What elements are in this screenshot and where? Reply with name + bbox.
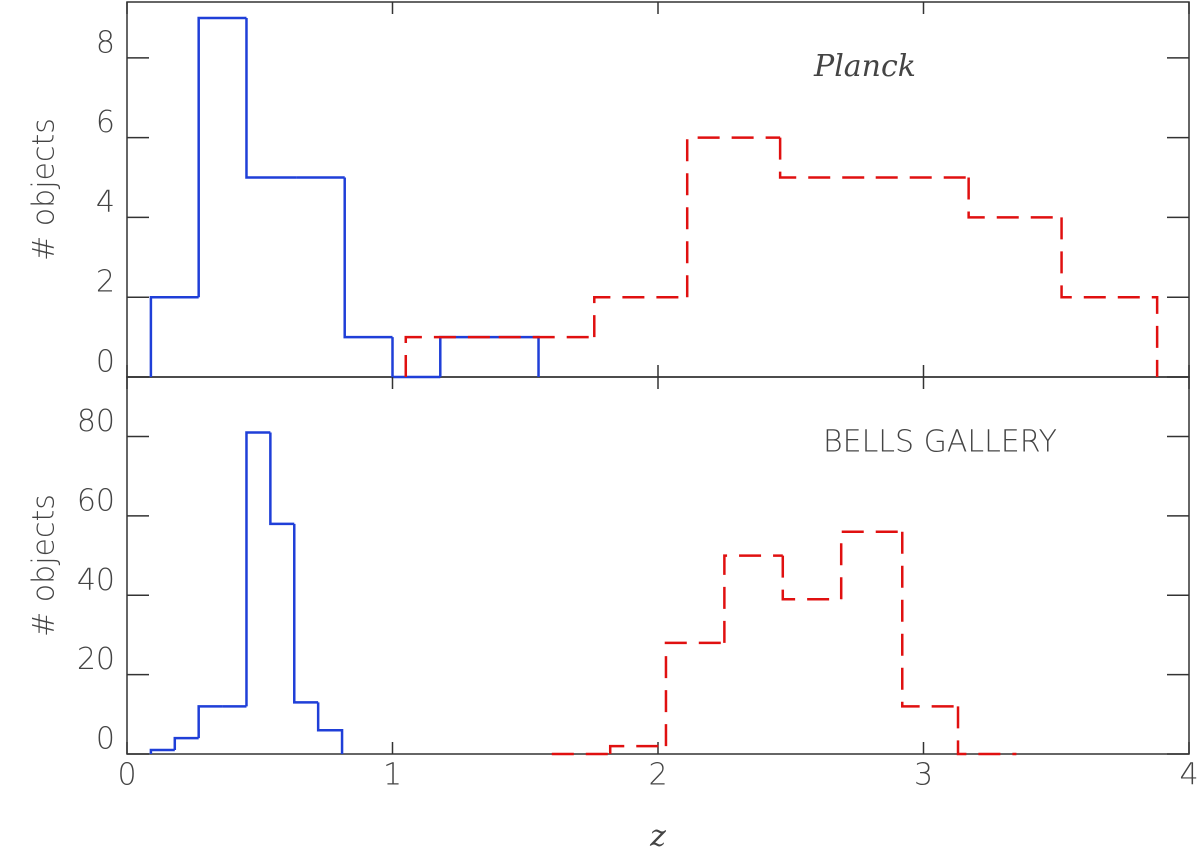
histogram-bin — [901, 531, 959, 708]
histogram-bin — [293, 523, 319, 704]
y-tick-label: 60 — [77, 483, 115, 518]
histogram-bin — [404, 335, 499, 377]
histogram-bin — [723, 554, 783, 643]
x-axis-label: z — [649, 819, 666, 854]
histogram-bin — [391, 337, 441, 379]
x-tick-label: 4 — [1179, 758, 1198, 793]
histogram-bin — [781, 555, 842, 601]
histogram-bin — [1060, 217, 1159, 377]
histogram-bin — [956, 706, 1017, 756]
y-axis-label: # objects — [27, 118, 62, 261]
histogram-bin — [778, 137, 876, 179]
histogram-bin — [343, 177, 393, 339]
y-axis-label: # objects — [27, 494, 62, 637]
histogram-bin — [664, 641, 725, 747]
histogram-bin — [197, 705, 223, 739]
top-frame — [126, 1, 1190, 378]
annotation: BELLS GALLERY — [823, 425, 1057, 460]
histogram-bin — [245, 431, 271, 707]
y-tick-label: 0 — [96, 345, 115, 380]
y-tick-label: 40 — [77, 563, 115, 598]
y-tick-label: 0 — [96, 722, 115, 757]
x-tick-label: 0 — [117, 758, 136, 793]
y-tick-label: 80 — [77, 404, 115, 439]
histogram-bin — [839, 530, 903, 600]
histogram-bin — [149, 295, 199, 377]
x-tick-label: 3 — [914, 758, 933, 793]
histogram-bin — [593, 295, 688, 338]
annotation: Planck — [813, 49, 916, 84]
histogram-bin — [316, 702, 344, 754]
y-tick-label: 2 — [96, 265, 115, 300]
histogram-bin — [608, 744, 666, 754]
x-tick-label: 1 — [383, 758, 402, 793]
histogram-bin — [488, 335, 540, 377]
x-tick-label: 2 — [648, 758, 667, 793]
y-tick-label: 6 — [96, 105, 115, 140]
histogram-bin — [173, 736, 199, 751]
histogram-bin — [245, 17, 297, 179]
histogram-bin — [149, 748, 175, 754]
y-tick-label: 4 — [96, 185, 115, 220]
histogram-bin — [967, 177, 1062, 219]
y-tick-label: 8 — [96, 25, 115, 60]
histogram-bin — [197, 16, 247, 298]
histogram-bin — [685, 136, 781, 298]
histogram-bin — [439, 335, 489, 377]
histogram-bin — [269, 432, 295, 526]
y-tick-label: 20 — [77, 642, 115, 677]
